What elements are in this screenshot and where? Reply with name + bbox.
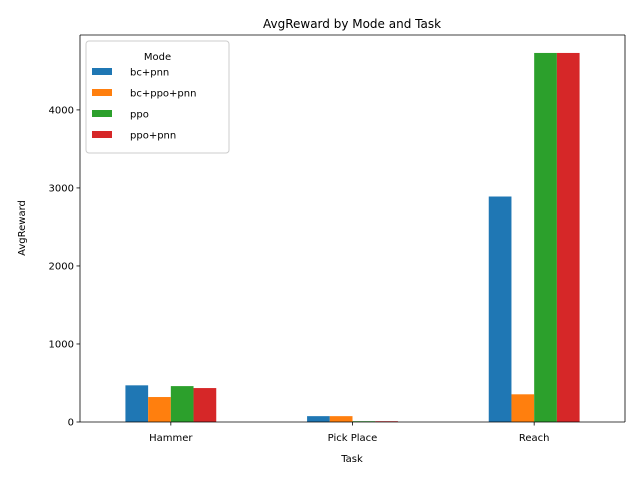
bar-bc-pnn-reach <box>488 196 512 422</box>
x-tick-label: Pick Place <box>328 433 378 444</box>
bars-layer <box>125 52 580 422</box>
bar-bc-ppo-pnn-pick-place <box>329 416 353 422</box>
y-tick-label: 1000 <box>49 339 74 350</box>
legend-swatch <box>92 110 112 117</box>
y-tick-label: 4000 <box>49 105 74 116</box>
x-axis-label: Task <box>340 454 363 465</box>
legend-title: Mode <box>144 52 171 63</box>
bar-ppo-pnn-reach <box>556 52 580 422</box>
legend-label: bc+pnn <box>130 68 169 79</box>
bar-bc-ppo-pnn-reach <box>511 394 535 422</box>
legend-swatch <box>92 89 112 96</box>
y-axis-label: AvgReward <box>17 200 28 256</box>
bar-ppo-pnn-hammer <box>193 388 217 422</box>
x-tick-label: Hammer <box>149 433 193 444</box>
bar-bc-ppo-pnn-hammer <box>148 397 171 422</box>
legend-label: ppo <box>130 110 149 121</box>
bar-bc-pnn-pick-place <box>307 416 330 422</box>
axes-layer: 0 1000 2000 3000 4000 Hammer Pick Place Reach <box>49 34 626 444</box>
x-tick-label: Reach <box>519 433 550 444</box>
legend: Mode bc+pnn bc+ppo+pnn ppo ppo+pnn <box>85 40 230 154</box>
legend-box <box>85 40 230 154</box>
bar-ppo-reach <box>534 52 557 422</box>
legend-label: ppo+pnn <box>130 131 176 142</box>
y-tick-label: 0 <box>68 418 74 429</box>
y-tick-label: 2000 <box>49 261 74 272</box>
y-tick-label: 3000 <box>49 183 74 194</box>
bar-ppo-hammer <box>170 386 194 422</box>
legend-swatch <box>92 68 112 75</box>
bar-bc-pnn-hammer <box>125 385 149 422</box>
legend-label: bc+ppo+pnn <box>130 89 196 100</box>
chart-title: AvgReward by Mode and Task <box>263 17 441 31</box>
legend-swatch <box>92 131 112 138</box>
